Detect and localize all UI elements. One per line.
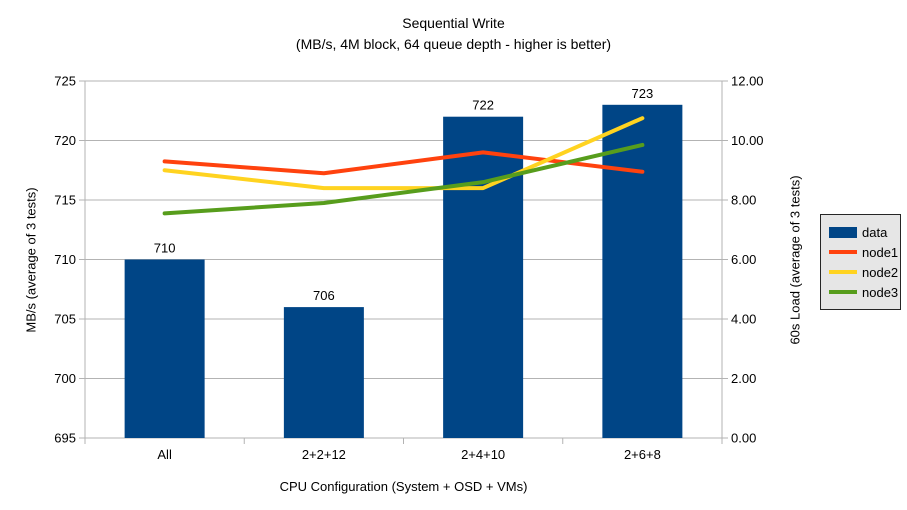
right-axis-tick-label: 12.00 bbox=[731, 74, 764, 89]
legend-item-node2: node2 bbox=[829, 262, 899, 282]
bar-data bbox=[283, 307, 364, 438]
chart-subtitle: (MB/s, 4M block, 64 queue depth - higher… bbox=[295, 36, 612, 52]
x-category-label: 2+4+10 bbox=[461, 447, 505, 462]
x-category-label: All bbox=[157, 447, 172, 462]
line-node3 bbox=[162, 142, 645, 216]
legend: data node1 node2 node3 bbox=[820, 214, 901, 310]
legend-item-node1: node1 bbox=[829, 242, 899, 262]
bar-value-label: 710 bbox=[154, 241, 176, 256]
legend-label: node1 bbox=[862, 244, 899, 260]
bar-value-label: 723 bbox=[632, 86, 654, 101]
x-axis-title: CPU Configuration (System + OSD + VMs) bbox=[279, 479, 528, 494]
left-axis-tick-label: 705 bbox=[54, 312, 76, 327]
legend-swatch-node2 bbox=[829, 270, 857, 274]
legend-label: data bbox=[862, 224, 888, 240]
legend-swatch-node1 bbox=[829, 250, 857, 254]
left-axis-title: MB/s (average of 3 tests) bbox=[23, 187, 39, 333]
legend-swatch-node3 bbox=[829, 290, 857, 294]
left-axis-tick-label: 700 bbox=[54, 371, 76, 386]
chart-title-block: Sequential Write (MB/s, 4M block, 64 que… bbox=[0, 13, 907, 55]
left-axis-tick-label: 720 bbox=[54, 133, 76, 148]
bar-data bbox=[443, 116, 524, 438]
legend-label: node2 bbox=[862, 264, 899, 280]
right-axis-title: 60s Load (average of 3 tests) bbox=[787, 175, 803, 345]
left-axis-tick-label: 715 bbox=[54, 193, 76, 208]
chart-title: Sequential Write bbox=[402, 15, 505, 31]
x-category-label: 2+2+12 bbox=[302, 447, 346, 462]
right-axis-tick-label: 8.00 bbox=[731, 193, 756, 208]
bar-data bbox=[124, 259, 205, 438]
bar-value-label: 706 bbox=[313, 288, 335, 303]
x-category-label: 2+6+8 bbox=[624, 447, 661, 462]
legend-swatch-data bbox=[829, 226, 857, 238]
right-axis-tick-label: 0.00 bbox=[731, 431, 756, 446]
legend-item-data: data bbox=[829, 222, 896, 242]
line-node2 bbox=[162, 116, 645, 191]
right-axis-tick-label: 6.00 bbox=[731, 252, 756, 267]
right-axis-tick-label: 2.00 bbox=[731, 371, 756, 386]
bar-data bbox=[602, 104, 683, 439]
legend-item-node3: node3 bbox=[829, 282, 899, 302]
right-axis-tick-label: 4.00 bbox=[731, 312, 756, 327]
left-axis-tick-label: 695 bbox=[54, 431, 76, 446]
left-axis-tick-label: 710 bbox=[54, 252, 76, 267]
bar-value-label: 722 bbox=[472, 98, 494, 113]
legend-label: node3 bbox=[862, 284, 899, 300]
right-axis-tick-label: 10.00 bbox=[731, 133, 764, 148]
left-axis-tick-label: 725 bbox=[54, 74, 76, 89]
